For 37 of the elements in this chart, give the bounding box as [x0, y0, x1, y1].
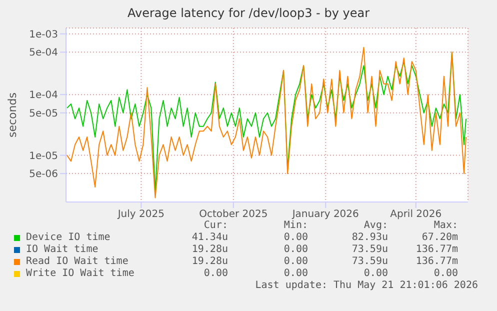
- text: 0.00: [362, 268, 389, 280]
- y-tick-label: 1e-05: [29, 150, 58, 162]
- x-tick-label: July 2025: [116, 209, 164, 220]
- text: 0.00: [282, 256, 309, 268]
- text: 136.77m: [414, 256, 459, 268]
- text: Min:: [282, 220, 309, 232]
- text: 0.00: [282, 244, 309, 256]
- text: Avg:: [362, 220, 389, 232]
- legend-label: Write IO Wait time: [25, 268, 136, 280]
- chart-title: Average latency for /dev/loop3 - by year: [126, 5, 371, 22]
- text: 73.59u: [350, 256, 389, 268]
- y-axis-title: seconds: [6, 92, 19, 138]
- text: 19.28u: [190, 256, 229, 268]
- x-tick-label: April 2026: [390, 209, 442, 220]
- text: 19.28u: [190, 244, 229, 256]
- text: 41.34u: [190, 232, 229, 244]
- text: Last update: Thu May 21 21:01:06 2026: [254, 280, 479, 292]
- text: 0.00: [282, 232, 309, 244]
- text: 0.00: [432, 268, 459, 280]
- y-tick-label: 1e-04: [29, 90, 58, 102]
- text: 67.20m: [420, 232, 459, 244]
- text: 136.77m: [414, 244, 459, 256]
- y-tick-label: 5e-06: [29, 169, 58, 180]
- text: Max:: [432, 220, 459, 232]
- text: Cur:: [202, 220, 229, 232]
- legend-label: Device IO time: [25, 232, 112, 244]
- text: 82.93u: [350, 232, 389, 244]
- x-tick-label: January 2026: [291, 209, 359, 220]
- text: 0.00: [282, 268, 309, 280]
- text: 73.59u: [350, 244, 389, 256]
- y-tick-label: 5e-05: [29, 108, 58, 120]
- legend-label: Read IO Wait time: [25, 256, 130, 268]
- y-tick-label: 5e-04: [29, 48, 58, 59]
- text: 0.00: [202, 268, 229, 280]
- y-tick-label: 1e-03: [29, 29, 58, 40]
- legend-label: IO Wait time: [25, 244, 100, 256]
- x-tick-label: October 2025: [199, 209, 268, 220]
